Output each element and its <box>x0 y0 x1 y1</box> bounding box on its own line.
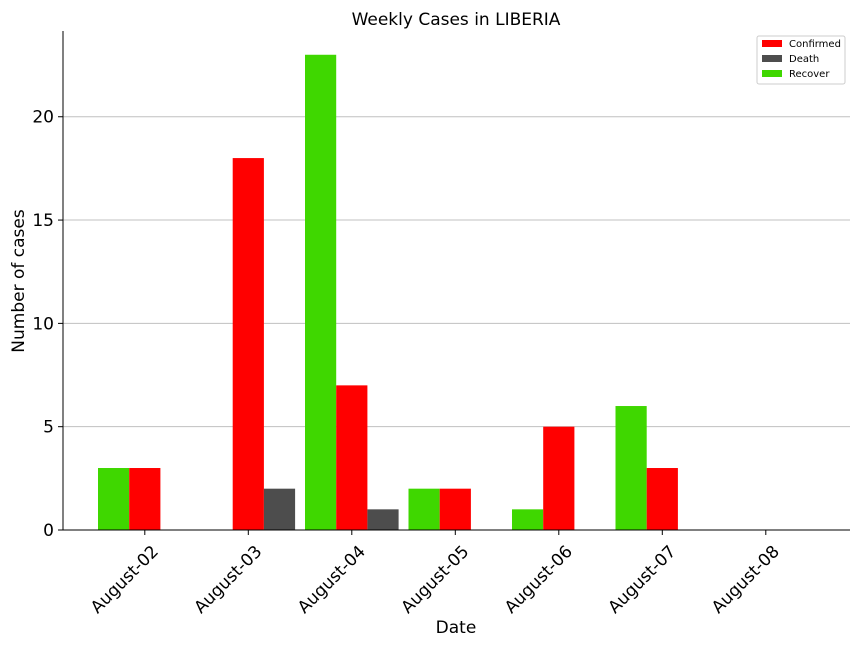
y-tick-label: 10 <box>32 314 54 334</box>
y-ticks: 0 5 10 15 20 <box>32 108 63 541</box>
legend-swatch-death <box>762 55 782 62</box>
bar-recover-august-02 <box>98 468 130 530</box>
legend-label-recover: Recover <box>789 69 830 80</box>
y-tick-label: 5 <box>43 418 54 438</box>
x-ticks: August-02 August-03 August-04 August-05 Augu… <box>87 530 784 618</box>
bar-confirmed-august-07 <box>646 468 678 530</box>
gridlines <box>63 116 850 428</box>
bar-death-august-03 <box>263 488 296 530</box>
bars <box>98 54 678 531</box>
bar-confirmed-august-02 <box>129 468 161 530</box>
y-axis-label: Number of cases <box>9 209 29 353</box>
y-tick-label: 20 <box>32 108 54 128</box>
y-tick-label: 0 <box>43 521 54 541</box>
legend-label-confirmed: Confirmed <box>789 39 841 50</box>
x-tick-label: August-04 <box>294 542 370 618</box>
bar-death-august-04 <box>367 509 399 530</box>
bar-confirmed-august-03 <box>232 158 264 531</box>
chart-title: Weekly Cases in LIBERIA <box>352 10 561 30</box>
x-tick-label: August-06 <box>501 542 577 618</box>
bar-recover-august-04 <box>305 54 337 531</box>
x-tick-label: August-05 <box>397 542 473 618</box>
bar-recover-august-07 <box>615 406 647 530</box>
bar-recover-august-05 <box>408 488 440 530</box>
bar-confirmed-august-04 <box>336 385 368 530</box>
bar-recover-august-06 <box>512 509 544 530</box>
bar-confirmed-august-06 <box>543 426 575 530</box>
y-tick-label: 15 <box>32 211 54 231</box>
legend-label-death: Death <box>789 54 819 65</box>
x-tick-label: August-08 <box>708 542 784 618</box>
x-axis-label: Date <box>436 618 477 638</box>
legend-swatch-confirmed <box>762 40 782 47</box>
axes <box>62 31 850 531</box>
x-tick-label: August-02 <box>87 542 163 618</box>
legend-swatch-recover <box>762 70 782 77</box>
x-tick-label: August-03 <box>190 542 266 618</box>
x-tick-label: August-07 <box>604 542 680 618</box>
bar-confirmed-august-05 <box>439 488 471 530</box>
legend: Confirmed Death Recover <box>756 35 846 85</box>
